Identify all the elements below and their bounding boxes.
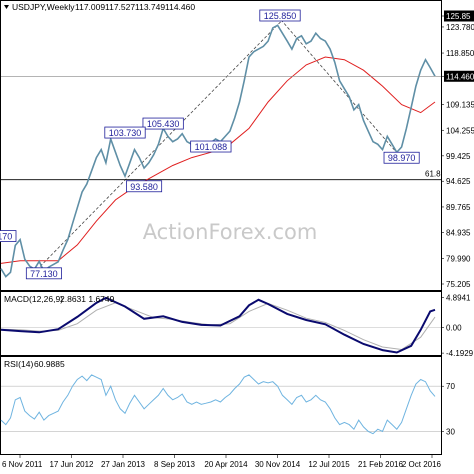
price-tick-label: 99.425 [446, 152, 471, 161]
time-tick-label: 6 Nov 2011 [2, 460, 43, 469]
ohlc-close: 114.460 [165, 2, 195, 12]
time-tick-label: 2 Oct 2016 [402, 460, 442, 469]
macd-values: 2.8631 1.6749 [60, 294, 115, 304]
macd-tick-label: 4.8941 [446, 293, 471, 302]
price-tick-label: 114.460 [446, 72, 474, 81]
price-panel: ActionForex.com 61.8 125.850 105.430 103.7… [0, 0, 442, 291]
macd-tick-label: -4.1929 [446, 349, 474, 358]
trendline [277, 15, 402, 159]
rsi-tick-label: 30 [446, 427, 455, 436]
price-tick-label: 84.935 [446, 229, 471, 238]
macd-title: MACD(12,26,9) [4, 294, 63, 304]
price-tick-label: 79.990 [446, 255, 471, 264]
macd-line [0, 296, 436, 354]
time-tick-label: 17 Jun 2012 [49, 460, 94, 469]
price-tick-label: 109.135 [446, 100, 474, 109]
price-axis: 125.85 123.780 118.850 114.460 109.135 104.25… [441, 10, 474, 289]
price-tick-label: 125.85 [446, 12, 471, 21]
time-tick-label: 27 Jan 2013 [101, 460, 146, 469]
high-price-box [444, 10, 474, 22]
rsi-tick-label: 70 [446, 382, 455, 391]
rsi-value: 60.9885 [34, 359, 65, 369]
price-tick-label: 94.625 [446, 177, 471, 186]
fib-618-label: 61.8 [425, 170, 441, 179]
price-annotation-text: 105.430 [147, 119, 180, 129]
price-tick-label: 118.850 [446, 49, 474, 58]
macd-tick-label: 0.00 [446, 323, 462, 332]
macd-axis: 4.8941 0.00 -4.1929 [441, 293, 474, 358]
price-annotation-text: 8.170 [0, 232, 12, 242]
watermark: ActionForex.com [143, 220, 318, 244]
price-annotation-text: 101.088 [195, 142, 228, 152]
time-tick-label: 8 Sep 2013 [154, 460, 195, 469]
price-annotation: 103.730 [104, 126, 146, 139]
ohlc-high: 117.527 [105, 2, 135, 12]
last-price-box [444, 70, 474, 82]
time-tick-label: 21 Feb 2016 [358, 460, 403, 469]
rsi-panel: RSI(14) 60.9885 [0, 356, 442, 455]
macd-panel: MACD(12,26,9) 2.8631 1.6749 [0, 291, 442, 356]
dropdown-arrow-icon[interactable] [4, 5, 9, 9]
price-annotation: 98.970 [383, 151, 420, 164]
price-annotation: 101.088 [190, 140, 232, 153]
rsi-title: RSI(14) [4, 359, 33, 369]
price-annotation-text: 93.580 [130, 182, 158, 192]
price-tick-label: 89.765 [446, 203, 471, 212]
time-axis: 6 Nov 2011 17 Jun 2012 27 Jan 2013 8 Sep 20… [2, 454, 442, 469]
time-tick-label: 30 Nov 2014 [255, 460, 301, 469]
trendline [29, 14, 288, 278]
price-annotation: 77.130 [25, 267, 62, 280]
price-annotation: 93.580 [126, 180, 163, 193]
macd-signal-line [0, 302, 436, 351]
price-tick-label: 104.255 [446, 126, 474, 135]
price-annotation: 8.170 [0, 230, 17, 242]
price-tick-label: 123.780 [446, 23, 474, 32]
rsi-axis: 70 30 [441, 382, 455, 436]
time-tick-label: 20 Apr 2014 [204, 460, 248, 469]
price-annotation: 125.850 [259, 9, 301, 22]
rsi-line [0, 374, 436, 435]
ohlc-open: 117.009 [75, 2, 105, 12]
price-annotation-text: 98.970 [388, 153, 416, 163]
price-tick-label: 75.205 [446, 280, 471, 289]
price-annotation-text: 103.730 [109, 128, 142, 138]
chart-title: USDJPY,Weekly [12, 2, 75, 12]
time-tick-label: 12 Jul 2015 [308, 460, 350, 469]
price-line [0, 24, 436, 278]
ohlc-low: 113.749 [135, 2, 165, 12]
price-annotation-text: 125.850 [264, 11, 297, 21]
price-annotation-text: 77.130 [30, 269, 58, 279]
price-annotation: 105.430 [142, 117, 184, 130]
